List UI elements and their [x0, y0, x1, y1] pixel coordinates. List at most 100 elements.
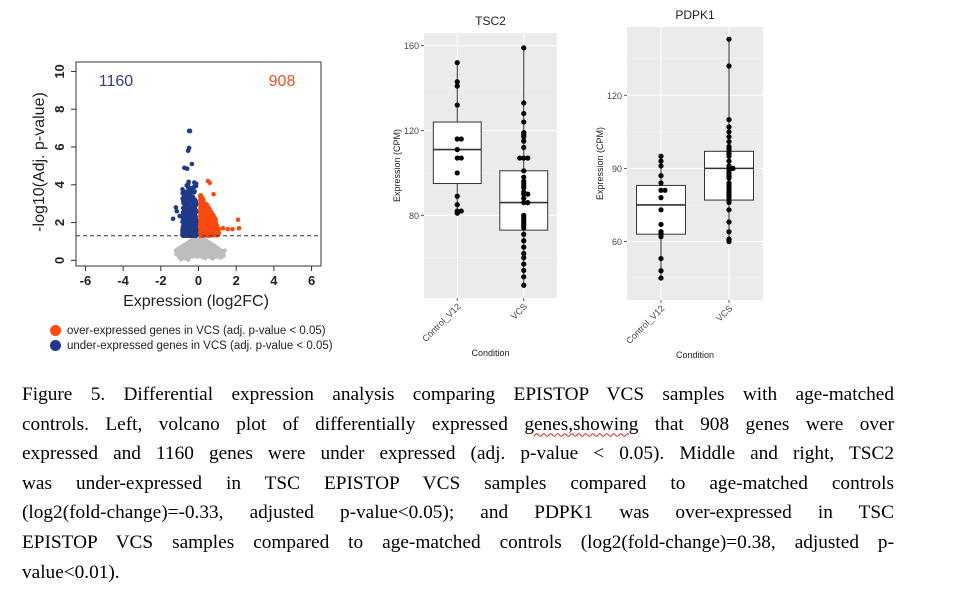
volcano-point-ns	[179, 244, 184, 250]
volcano-point-under	[186, 201, 192, 207]
volcano-point-under	[181, 207, 187, 212]
volcano-point-over	[198, 230, 204, 235]
data-point	[730, 165, 736, 171]
data-point	[454, 210, 460, 216]
data-point	[658, 221, 664, 228]
data-point	[726, 229, 732, 235]
data-point	[726, 138, 732, 145]
data-point	[521, 282, 527, 288]
spellcheck-flagged-word[interactable]: genes,showing	[524, 413, 639, 435]
data-point	[521, 155, 527, 161]
data-point	[521, 225, 527, 231]
volcano-point-ns	[186, 255, 191, 261]
volcano-point-ns	[191, 244, 196, 249]
data-point	[658, 268, 664, 274]
data-point	[458, 136, 464, 142]
x-tick-label: -6	[80, 273, 92, 288]
data-point	[726, 158, 732, 164]
y-tick-label: 90	[612, 164, 622, 174]
caption-line: (log2(fold-change)=-0.33, adjusted p-val…	[22, 502, 894, 524]
data-point	[726, 63, 732, 69]
volcano-point-under	[170, 216, 176, 222]
tsc2-boxplot: TSC2 80 120 160 Control_V12 VCS Condition Expre…	[392, 14, 557, 358]
volcano-point-ns	[178, 251, 184, 257]
data-point	[525, 155, 531, 161]
data-point	[658, 187, 664, 193]
caption-line: expressed and 1160 genes were under expr…	[22, 443, 894, 465]
volcano-point-over	[213, 223, 218, 228]
volcano-point-under	[193, 201, 199, 206]
x-tick-label: VCS	[714, 303, 734, 323]
legend-item-over: over-expressed genes in VCS (adj. p-valu…	[50, 323, 333, 338]
data-point	[454, 79, 460, 85]
data-point	[658, 173, 664, 179]
data-point	[726, 219, 732, 225]
volcano-point-over	[200, 197, 206, 202]
volcano-point-ns	[207, 249, 212, 255]
under-expressed-count-label: 1160	[99, 73, 134, 90]
volcano-point-under	[182, 202, 188, 208]
data-point	[726, 199, 732, 206]
x-tick-label: Control_V12	[624, 303, 666, 345]
y-tick-label: 0	[52, 257, 67, 264]
y-tick-label: 4	[52, 180, 67, 188]
data-point	[521, 138, 527, 144]
volcano-point-over	[203, 232, 209, 238]
data-point	[726, 134, 732, 140]
volcano-point-under	[191, 219, 196, 225]
volcano-y-axis-label: -log10(Adj. p-value)	[31, 92, 48, 232]
caption-line: value<0.01).	[22, 561, 120, 583]
volcano-point-over	[236, 225, 242, 231]
volcano-point-under	[186, 145, 192, 151]
y-tick-label: 10	[52, 64, 67, 78]
volcano-point-under	[193, 214, 198, 220]
volcano-point-under	[189, 161, 195, 167]
volcano-point-under	[193, 183, 199, 189]
figure-caption: Figure 5. Differential expression analys…	[22, 380, 894, 587]
data-point	[521, 267, 527, 274]
data-point	[521, 274, 527, 280]
volcano-point-over	[199, 226, 204, 231]
volcano-point-under	[181, 231, 187, 236]
volcano-x-axis-label: Expression (log2FC)	[123, 293, 269, 310]
data-point	[521, 100, 527, 106]
data-point	[454, 60, 460, 66]
y-tick-label: 6	[52, 143, 67, 150]
data-point	[454, 147, 460, 153]
data-point	[454, 170, 460, 176]
legend-item-under: under-expressed genes in VCS (adj. p-val…	[50, 338, 333, 353]
volcano-point-over	[211, 191, 216, 197]
data-point	[525, 191, 531, 197]
data-point	[658, 180, 664, 186]
y-tick-label: 2	[52, 219, 67, 226]
data-point	[454, 83, 460, 89]
data-point	[726, 175, 732, 181]
volcano-point-over	[208, 227, 214, 233]
volcano-point-ns	[200, 246, 205, 251]
data-point	[521, 144, 527, 151]
volcano-plot: -6 -4 -2 0 2 4 6 0 2 4 6 8 10 1160 908 Expression (l…	[31, 61, 322, 310]
data-point	[521, 200, 527, 206]
y-tick-label: 120	[404, 126, 419, 136]
volcano-point-over	[203, 227, 208, 232]
x-tick-label: 6	[308, 273, 315, 288]
y-tick-label: 8	[52, 106, 67, 113]
volcano-point-over	[207, 180, 213, 186]
data-point	[521, 191, 527, 197]
data-point	[454, 193, 460, 199]
volcano-point-ns	[187, 240, 192, 245]
data-point	[658, 234, 664, 240]
volcano-point-under	[184, 166, 190, 172]
data-point	[521, 110, 527, 117]
x-tick-label: -4	[117, 273, 129, 288]
volcano-point-over	[202, 207, 208, 213]
volcano-point-under	[188, 208, 194, 213]
volcano-point-over	[216, 230, 222, 236]
data-point	[454, 202, 460, 208]
caption-line: Figure 5. Differential expression analys…	[22, 384, 894, 405]
data-point	[525, 200, 531, 206]
data-point	[726, 153, 732, 159]
volcano-point-over	[210, 215, 216, 221]
y-tick-label: 80	[409, 211, 419, 221]
y-tick-label: 120	[607, 91, 622, 101]
